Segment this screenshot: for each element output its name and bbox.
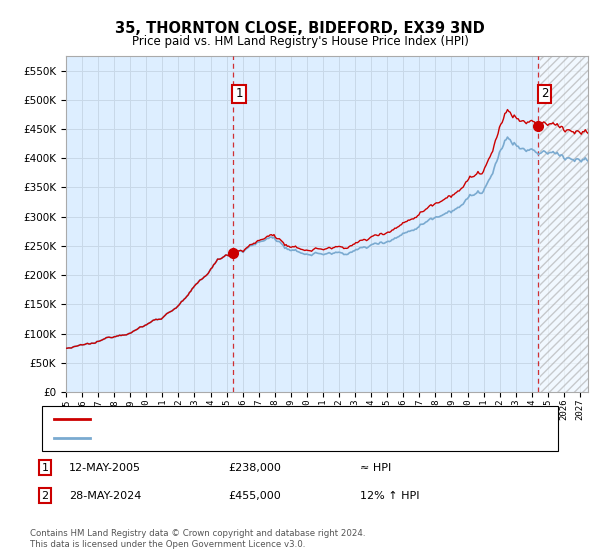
- 35, THORNTON CLOSE, BIDEFORD, EX39 3ND (detached house): [433, 199, 440, 206]
- Text: 2: 2: [541, 87, 548, 100]
- HPI: Average price, detached house, Torridge: (2.02e+03, 3.33e+05): Average price, detached house, Torridge:…: [465, 194, 472, 200]
- HPI: Average price, detached house, Torridge: (2e+03, 7.49e+04): Average price, detached house, Torridge:…: [62, 345, 70, 352]
- HPI: Average price, detached house, Torridge: (2.02e+03, 3.14e+05): Average price, detached house, Torridge:…: [453, 206, 460, 212]
- HPI: Average price, detached house, Torridge: (2.03e+03, 3.95e+05): Average price, detached house, Torridge:…: [584, 158, 592, 165]
- 35, THORNTON CLOSE, BIDEFORD, EX39 3ND (detached house): [453, 189, 460, 196]
- Text: 35, THORNTON CLOSE, BIDEFORD, EX39 3ND: 35, THORNTON CLOSE, BIDEFORD, EX39 3ND: [115, 21, 485, 36]
- 35, THORNTON CLOSE, BIDEFORD, EX39 3ND (detached house): [492, 137, 499, 144]
- Line: 35, THORNTON CLOSE, BIDEFORD, EX39 3ND (detached house): 35, THORNTON CLOSE, BIDEFORD, EX39 3ND (…: [66, 110, 588, 348]
- Text: Contains HM Land Registry data © Crown copyright and database right 2024.
This d: Contains HM Land Registry data © Crown c…: [30, 529, 365, 549]
- 35, THORNTON CLOSE, BIDEFORD, EX39 3ND (detached house): [504, 106, 511, 113]
- Text: Price paid vs. HM Land Registry's House Price Index (HPI): Price paid vs. HM Land Registry's House …: [131, 35, 469, 48]
- Bar: [540, 56, 588, 392]
- HPI: Average price, detached house, Torridge: (2.02e+03, 3.9e+05): Average price, detached house, Torridge:…: [492, 161, 499, 167]
- HPI: Average price, detached house, Torridge: (2.02e+03, 2.79e+05): Average price, detached house, Torridge:…: [413, 226, 420, 232]
- HPI: Average price, detached house, Torridge: (2.02e+03, 4.36e+05): Average price, detached house, Torridge:…: [504, 134, 511, 141]
- HPI: Average price, detached house, Torridge: (2.02e+03, 3e+05): Average price, detached house, Torridge:…: [433, 213, 440, 220]
- Text: £455,000: £455,000: [228, 491, 281, 501]
- Line: HPI: Average price, detached house, Torridge: HPI: Average price, detached house, Torr…: [66, 137, 588, 348]
- Text: ≈ HPI: ≈ HPI: [360, 463, 391, 473]
- Text: HPI: Average price, detached house, Torridge: HPI: Average price, detached house, Torr…: [99, 433, 334, 444]
- Text: 1: 1: [235, 87, 243, 100]
- Text: 12-MAY-2005: 12-MAY-2005: [69, 463, 141, 473]
- Text: 28-MAY-2024: 28-MAY-2024: [69, 491, 142, 501]
- Text: 1: 1: [41, 463, 49, 473]
- 35, THORNTON CLOSE, BIDEFORD, EX39 3ND (detached house): [124, 331, 131, 338]
- 35, THORNTON CLOSE, BIDEFORD, EX39 3ND (detached house): [62, 345, 70, 352]
- Text: £238,000: £238,000: [228, 463, 281, 473]
- 35, THORNTON CLOSE, BIDEFORD, EX39 3ND (detached house): [584, 130, 592, 137]
- Text: 2: 2: [41, 491, 49, 501]
- Text: 12% ↑ HPI: 12% ↑ HPI: [360, 491, 419, 501]
- HPI: Average price, detached house, Torridge: (2e+03, 9.89e+04): Average price, detached house, Torridge:…: [124, 331, 131, 338]
- 35, THORNTON CLOSE, BIDEFORD, EX39 3ND (detached house): [413, 214, 420, 221]
- Text: 35, THORNTON CLOSE, BIDEFORD, EX39 3ND (detached house): 35, THORNTON CLOSE, BIDEFORD, EX39 3ND (…: [99, 413, 430, 423]
- 35, THORNTON CLOSE, BIDEFORD, EX39 3ND (detached house): [465, 176, 472, 183]
